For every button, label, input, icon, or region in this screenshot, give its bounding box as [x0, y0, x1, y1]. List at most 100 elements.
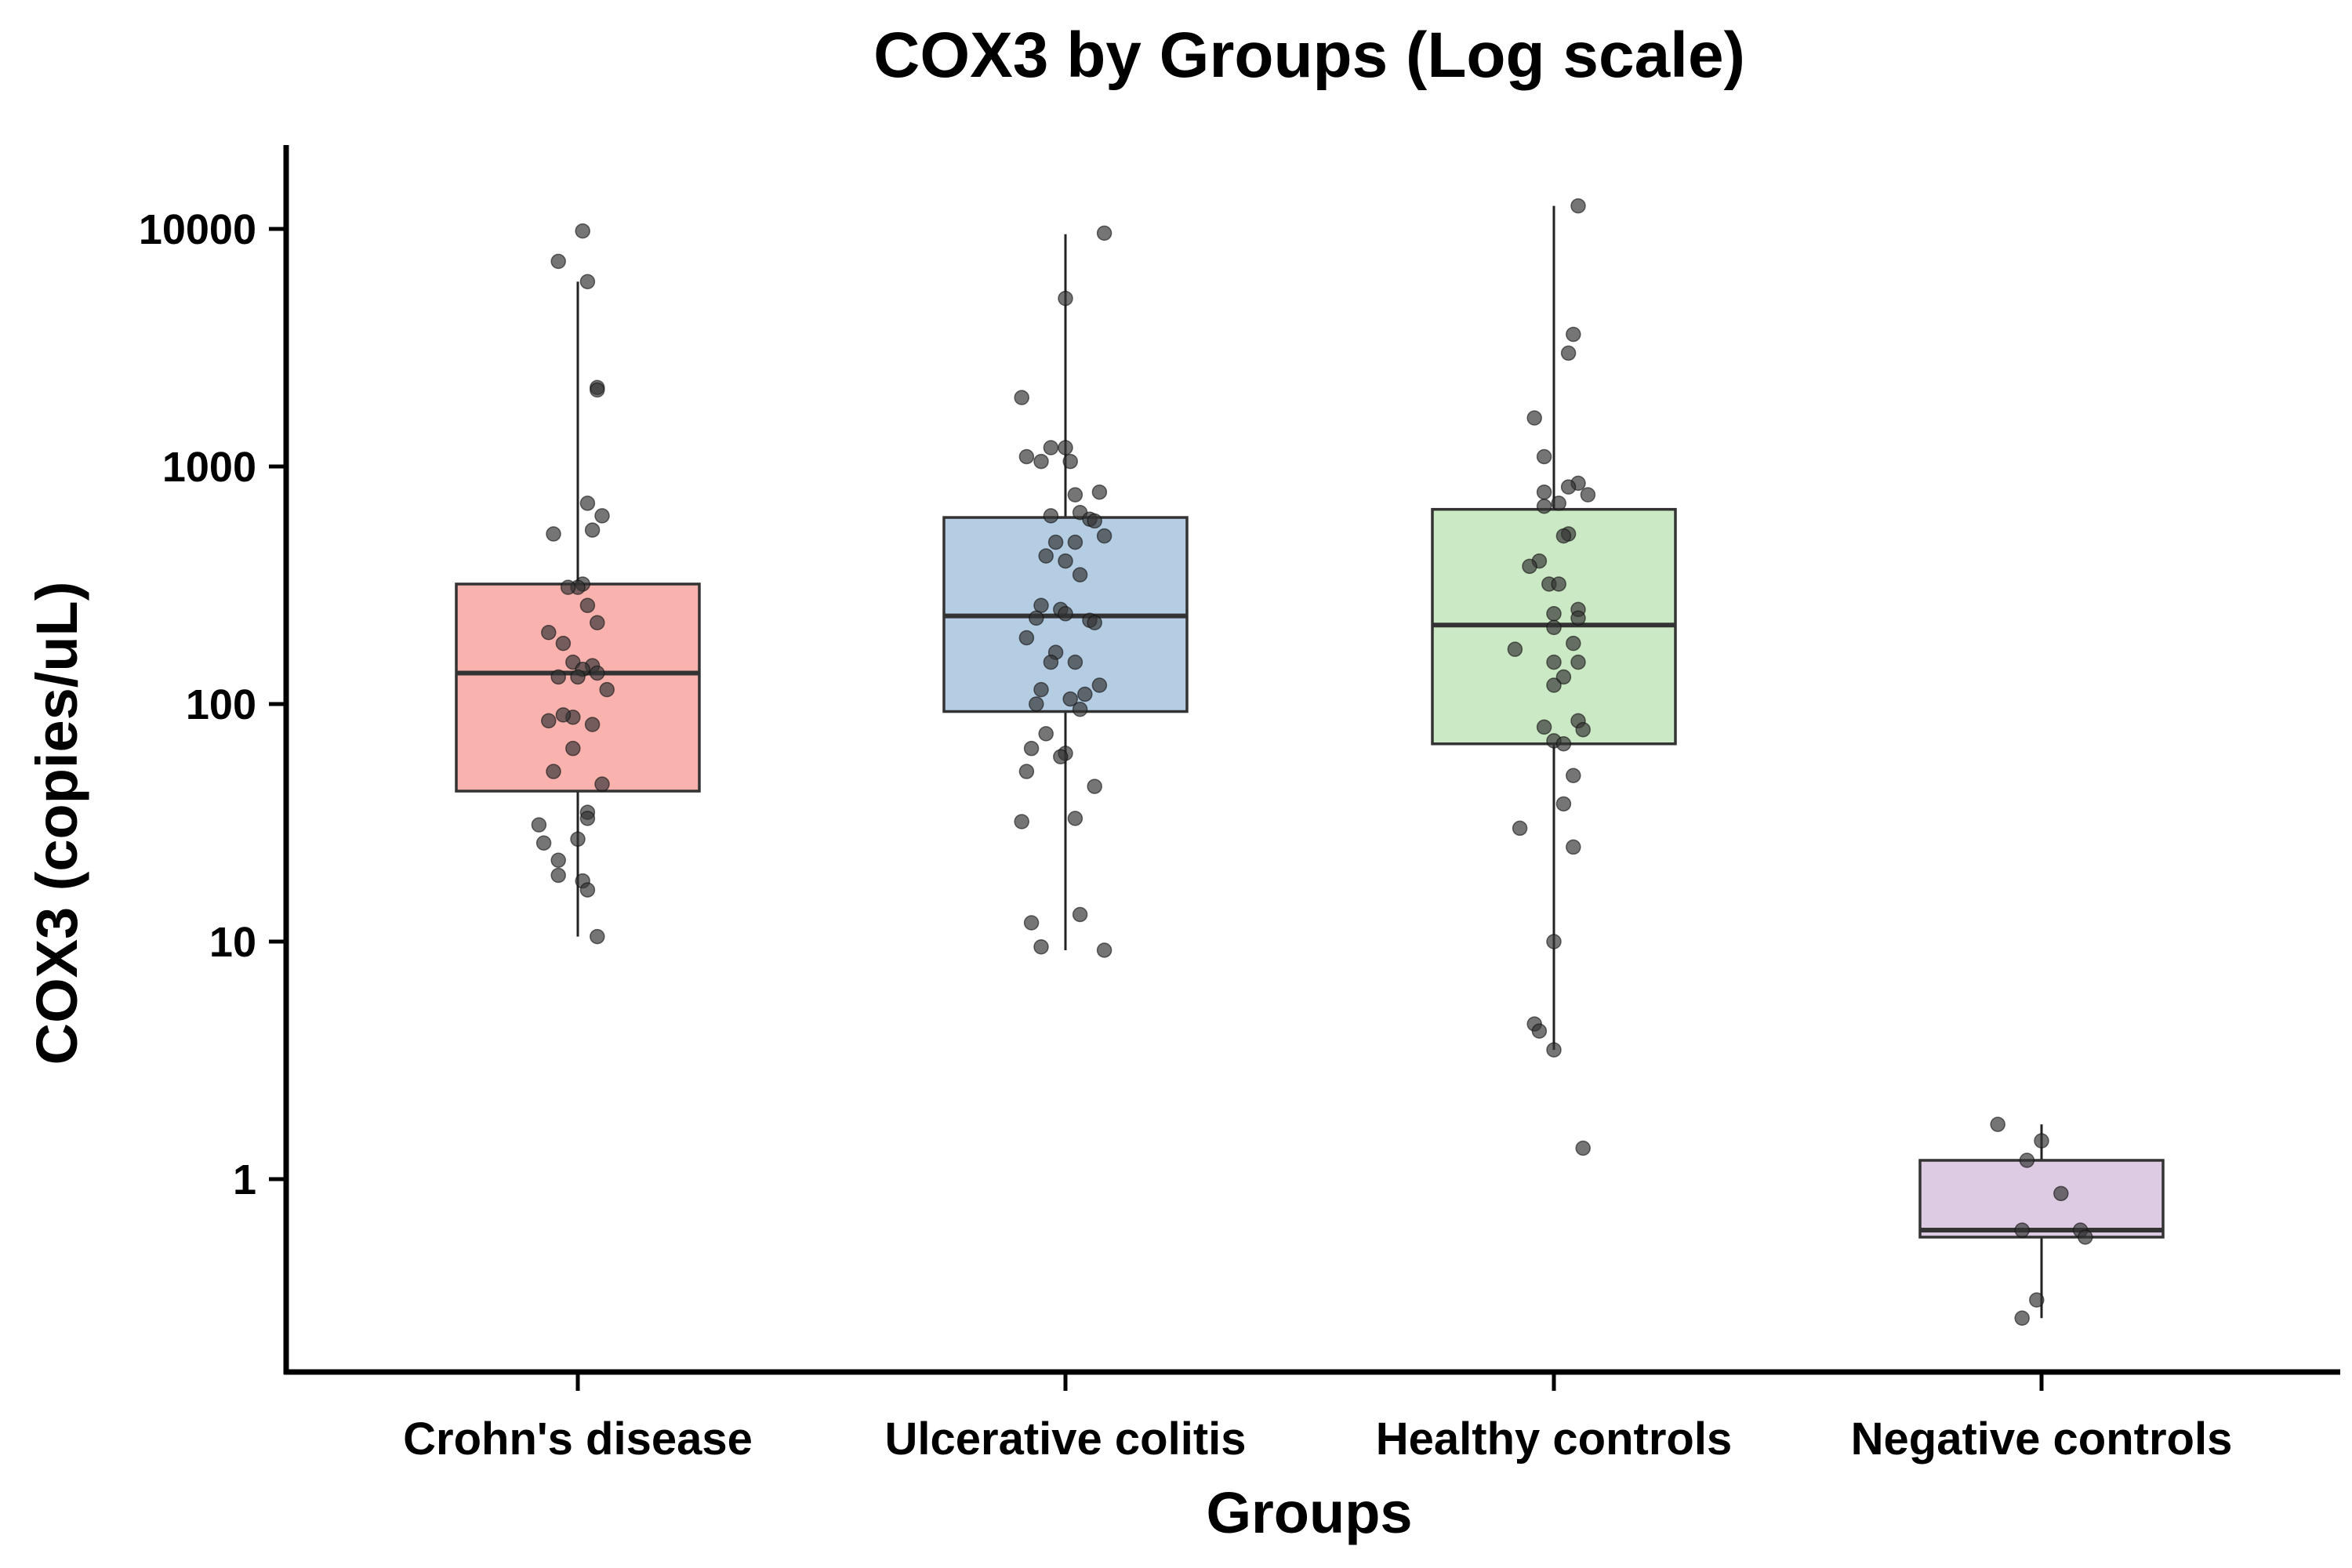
data-point — [1531, 1023, 1548, 1039]
data-point — [2019, 1152, 2035, 1168]
data-point — [579, 495, 596, 511]
data-point — [1058, 606, 1073, 622]
data-point — [1067, 811, 1083, 826]
y-axis-title: COX3 (copies/uL) — [24, 582, 89, 1065]
data-point — [1043, 440, 1059, 456]
data-point — [1047, 534, 1064, 550]
data-point — [541, 625, 557, 641]
data-point — [1087, 513, 1102, 529]
data-point — [1522, 558, 1537, 575]
data-point — [1566, 839, 1581, 855]
data-point — [1536, 448, 1552, 465]
data-point — [2014, 1310, 2030, 1327]
data-point — [541, 713, 557, 729]
data-point — [1029, 610, 1044, 626]
data-point — [555, 635, 572, 652]
data-point — [560, 579, 576, 595]
data-point — [599, 681, 615, 698]
data-point — [555, 707, 572, 723]
data-point — [1033, 453, 1049, 470]
data-point — [1038, 726, 1054, 742]
y-tick-label: 100 — [186, 681, 256, 728]
data-point — [1014, 390, 1029, 405]
data-point — [575, 223, 590, 239]
data-point — [1038, 548, 1054, 564]
data-point — [1053, 749, 1069, 764]
data-point — [1551, 576, 1566, 592]
data-point — [1546, 1042, 1562, 1058]
data-point — [1575, 721, 1591, 738]
data-point — [584, 717, 601, 732]
data-point — [1555, 669, 1572, 685]
chart-title: COX3 by Groups (Log scale) — [873, 20, 1745, 91]
data-point — [1546, 934, 1562, 949]
data-point — [2014, 1222, 2030, 1238]
data-point — [2029, 1292, 2045, 1308]
data-point — [1096, 528, 1112, 544]
data-point — [1512, 820, 1528, 837]
data-point — [1058, 440, 1073, 456]
y-tick-label: 10 — [209, 919, 256, 966]
data-point — [2034, 1133, 2049, 1149]
data-point — [1555, 735, 1572, 752]
data-point — [1087, 615, 1102, 630]
data-point — [1580, 487, 1596, 503]
data-point — [579, 274, 596, 289]
data-point — [1575, 1140, 1591, 1156]
data-point — [1566, 635, 1581, 652]
data-point — [1033, 597, 1049, 614]
data-point — [584, 522, 601, 538]
data-point — [1990, 1116, 2005, 1132]
data-point — [590, 382, 605, 398]
data-point — [1067, 534, 1083, 550]
data-point — [1023, 915, 1040, 931]
data-point — [570, 669, 586, 685]
y-tick-label: 1 — [233, 1156, 256, 1203]
data-point — [565, 740, 581, 757]
data-point — [1555, 528, 1572, 544]
data-point — [1067, 487, 1083, 503]
data-point — [1546, 606, 1562, 622]
plot-area: 1 10 100 1000 10000 Crohn's disease Ulcerative… — [139, 145, 2340, 1465]
box-iqr — [455, 583, 701, 793]
data-point — [531, 817, 547, 833]
data-point — [1067, 654, 1083, 670]
data-point — [1560, 345, 1577, 361]
data-point — [550, 867, 566, 884]
y-tick-label: 10000 — [139, 206, 256, 253]
data-point — [2053, 1185, 2069, 1202]
data-point — [546, 526, 561, 542]
x-tick-label: Negative controls — [1851, 1414, 2233, 1465]
data-point — [1570, 198, 1586, 214]
data-point — [550, 253, 566, 270]
data-point — [1014, 814, 1029, 829]
data-point — [570, 831, 586, 848]
data-point — [1546, 677, 1562, 693]
data-point — [1096, 942, 1112, 958]
data-point — [590, 928, 605, 945]
x-tick-label: Healthy controls — [1376, 1414, 1732, 1465]
data-point — [1058, 290, 1073, 307]
data-point — [594, 776, 610, 792]
data-point — [1043, 654, 1059, 670]
data-point — [1560, 479, 1577, 495]
x-tick-label: Crohn's disease — [403, 1414, 753, 1465]
data-point — [1546, 619, 1562, 636]
data-point — [1546, 654, 1562, 670]
box-iqr — [1918, 1159, 2165, 1239]
data-point — [1570, 654, 1586, 670]
data-point — [1033, 938, 1049, 955]
data-point — [1029, 696, 1044, 712]
data-point — [1566, 326, 1581, 343]
data-point — [1058, 553, 1073, 569]
data-point — [1072, 906, 1088, 923]
data-point — [1091, 484, 1108, 500]
data-point — [579, 811, 596, 826]
data-point — [1018, 764, 1035, 779]
data-point — [1551, 495, 1566, 511]
data-point — [1536, 498, 1552, 514]
data-point — [1536, 719, 1552, 735]
data-point — [579, 597, 596, 614]
data-point — [590, 665, 605, 681]
